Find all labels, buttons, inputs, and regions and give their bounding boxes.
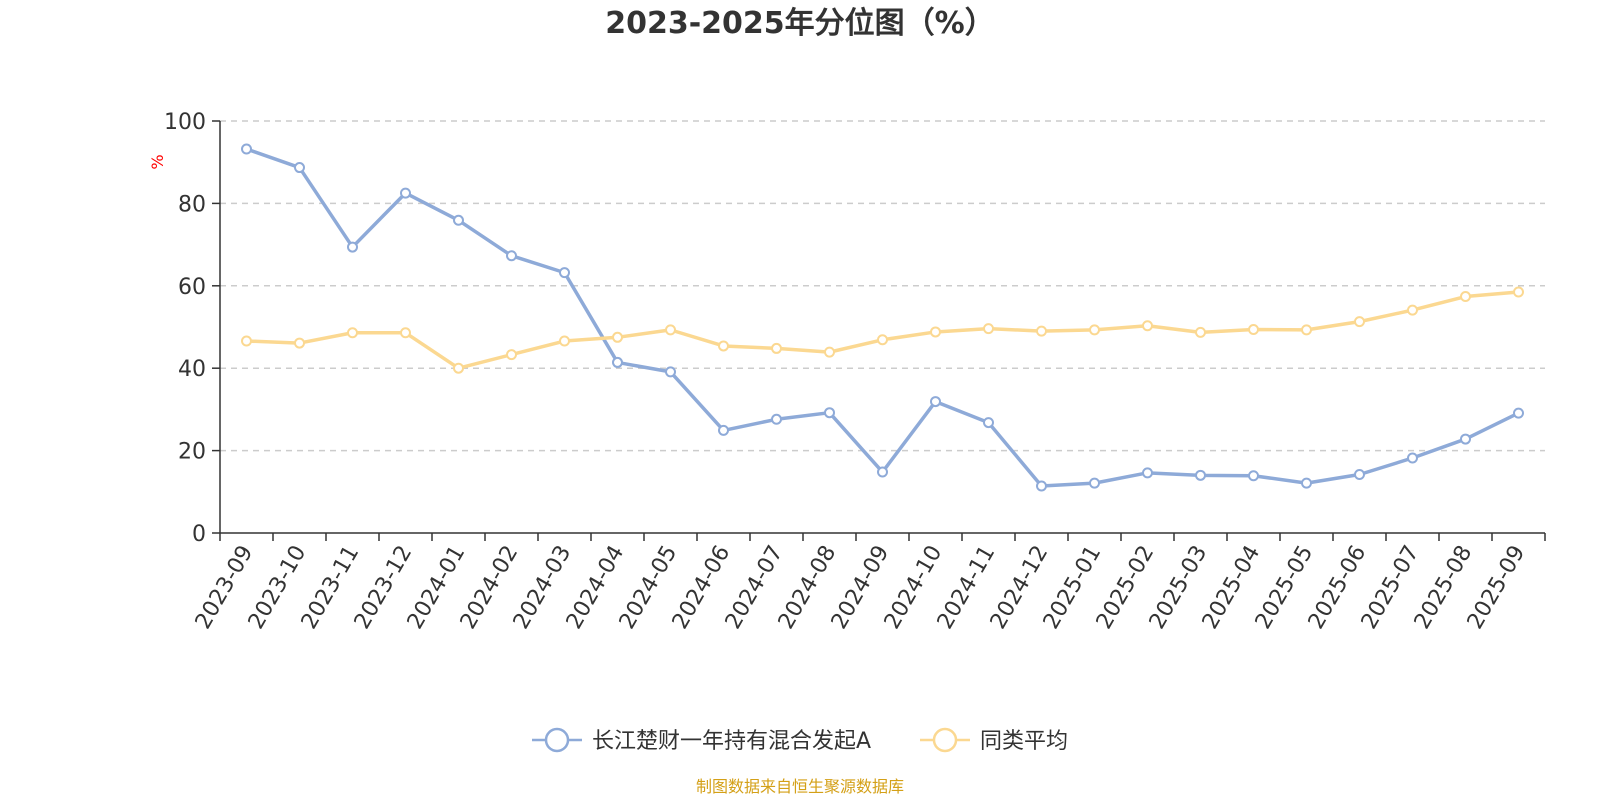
- data-point: [1460, 433, 1471, 445]
- legend-item-1: 同类平均: [920, 727, 1068, 754]
- legend-marker: [932, 727, 958, 753]
- data-point: [1195, 469, 1206, 481]
- legend-label: 同类平均: [980, 729, 1068, 754]
- gridlines: [220, 120, 1545, 452]
- data-point: [1407, 304, 1418, 316]
- data-point: [241, 335, 252, 347]
- data-point: [347, 241, 358, 253]
- data-point: [453, 214, 464, 226]
- data-point: [1142, 467, 1153, 479]
- y-tick-label: 100: [164, 110, 206, 135]
- axes: 0204060801002023-092023-102023-112023-12…: [164, 110, 1546, 633]
- data-point: [1407, 452, 1418, 464]
- data-point: [771, 342, 782, 354]
- data-point: [718, 424, 729, 436]
- series-0: [241, 143, 1524, 492]
- data-point: [1354, 468, 1365, 480]
- data-point: [347, 327, 358, 339]
- data-point: [1036, 480, 1047, 492]
- y-axis-unit-label: %: [148, 154, 167, 169]
- data-point: [1460, 291, 1471, 303]
- data-point: [983, 323, 994, 335]
- series-line: [245, 147, 1520, 488]
- data-point: [824, 407, 835, 419]
- data-point: [665, 366, 676, 378]
- series-line: [246, 290, 1519, 370]
- data-point: [718, 340, 729, 352]
- data-point: [1513, 407, 1524, 419]
- data-point: [877, 334, 888, 346]
- y-tick-label: 0: [192, 522, 206, 547]
- data-point: [612, 356, 623, 368]
- series-layer: [241, 143, 1524, 492]
- data-point: [294, 337, 305, 349]
- legend-label: 长江楚财一年持有混合发起A: [592, 729, 871, 754]
- legend-item-0: 长江楚财一年持有混合发起A: [532, 727, 871, 754]
- data-point: [983, 417, 994, 429]
- data-point: [1248, 323, 1259, 335]
- data-point: [241, 143, 252, 155]
- data-point: [1248, 470, 1259, 482]
- data-point: [453, 362, 464, 374]
- data-point: [506, 349, 517, 361]
- data-point: [1089, 477, 1100, 489]
- data-point: [294, 162, 305, 174]
- data-point: [665, 324, 676, 336]
- data-point: [612, 331, 623, 343]
- data-point: [1036, 325, 1047, 337]
- data-point: [506, 250, 517, 262]
- data-point: [877, 466, 888, 478]
- data-point: [771, 413, 782, 425]
- data-point: [1354, 316, 1365, 328]
- data-point: [559, 335, 570, 347]
- chart-title: 2023-2025年分位图（%）: [605, 6, 995, 41]
- y-tick-label: 80: [178, 192, 206, 217]
- data-point: [930, 326, 941, 338]
- legend-marker: [544, 727, 570, 753]
- data-point: [1301, 477, 1312, 489]
- y-tick-label: 40: [178, 357, 206, 382]
- data-point: [559, 267, 570, 279]
- y-tick-label: 60: [178, 275, 206, 300]
- legend: 长江楚财一年持有混合发起A 同类平均: [532, 727, 1068, 754]
- data-point: [1089, 324, 1100, 336]
- data-point: [1301, 324, 1312, 336]
- data-point: [824, 346, 835, 358]
- series-1: [241, 286, 1524, 374]
- y-tick-label: 20: [178, 440, 206, 465]
- data-point: [1142, 320, 1153, 332]
- data-point: [1195, 326, 1206, 338]
- data-point: [400, 187, 411, 199]
- data-point: [1513, 286, 1524, 298]
- data-point: [930, 396, 941, 408]
- source-note: 制图数据来自恒生聚源数据库: [696, 777, 904, 796]
- data-point: [400, 327, 411, 339]
